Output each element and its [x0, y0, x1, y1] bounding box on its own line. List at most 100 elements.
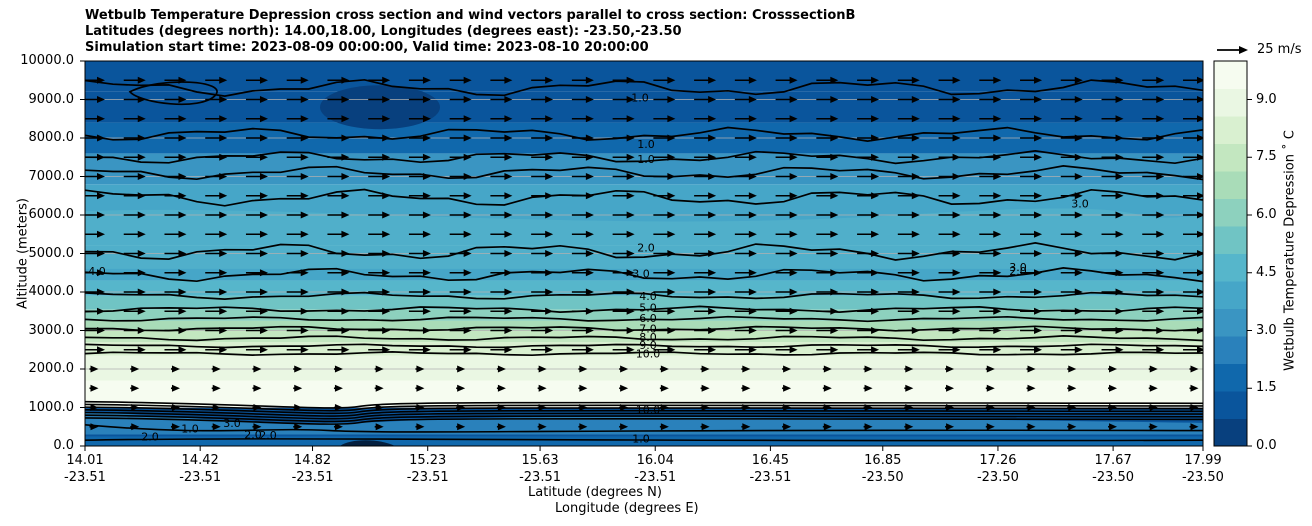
wind-vector-head: [626, 211, 635, 219]
wind-vector-head: [178, 250, 187, 257]
wind-vector-head: [864, 384, 873, 392]
wind-vector: [979, 230, 1002, 238]
wind-vector: [531, 211, 554, 219]
wind-vector: [857, 269, 880, 277]
wind-vector-head: [993, 173, 1002, 180]
wind-vector: [619, 365, 629, 373]
wind-vector-head: [708, 134, 717, 142]
x-tick-latitude: 17.26: [979, 453, 1017, 468]
wind-vector-head: [422, 288, 431, 296]
wind-vector: [449, 288, 472, 296]
wind-vector: [205, 173, 228, 180]
wind-vector: [164, 288, 187, 296]
wind-vector: [612, 192, 635, 200]
wind-vector: [164, 134, 187, 142]
contour-line: [85, 126, 1203, 142]
y-axis-label: Altitude (meters): [15, 198, 31, 309]
wind-vector-head: [789, 269, 798, 277]
wind-vector: [897, 173, 920, 180]
wind-vector-head: [1074, 269, 1083, 277]
wind-vector: [415, 404, 425, 411]
wind-vector-head: [1034, 230, 1043, 238]
wind-vector: [531, 250, 554, 257]
wind-vector-head: [667, 211, 676, 219]
wind-vector-head: [911, 269, 920, 277]
contour-label: 7.0: [639, 323, 657, 336]
wind-vector-head: [620, 423, 629, 431]
wind-vector: [531, 173, 554, 180]
wind-vector: [612, 346, 635, 354]
wind-vector-head: [341, 76, 350, 84]
wind-vector-head: [382, 346, 391, 354]
wind-vector-head: [497, 365, 506, 373]
wind-vector-head: [1074, 173, 1083, 180]
colorbar-swatch: [1214, 171, 1247, 199]
x-tick-label: 17.99 -23.50: [1168, 452, 1238, 486]
wind-vector-head: [871, 269, 880, 277]
wind-vector: [612, 173, 635, 180]
wind-vector: [653, 96, 676, 103]
wind-vector: [775, 96, 798, 103]
x-tick-label: 16.45 -23.51: [735, 452, 805, 486]
wind-vector: [734, 269, 757, 277]
contour-label: 5.0: [639, 301, 657, 314]
wind-vector: [164, 115, 187, 123]
wind-vector: [694, 153, 717, 161]
wind-vector: [1067, 404, 1077, 411]
wind-vector: [123, 327, 146, 334]
wind-vector: [1183, 307, 1203, 315]
wind-vector: [123, 307, 146, 315]
wind-vector-head: [660, 404, 669, 411]
wind-vector-head: [504, 76, 513, 84]
wind-vector-head: [219, 250, 228, 257]
wind-vector: [775, 346, 798, 354]
wind-vector: [1060, 288, 1083, 296]
wind-vector-head: [212, 423, 221, 431]
wind-vector-head: [789, 250, 798, 257]
wind-vector: [659, 365, 669, 373]
wind-vector: [653, 134, 676, 142]
contour-band: [320, 85, 440, 130]
wind-vector-head: [504, 346, 513, 354]
wind-vector-head: [341, 250, 350, 257]
wind-vector-head: [504, 269, 513, 277]
x-tick-latitude: 15.63: [521, 453, 559, 468]
x-tick-latitude: 14.82: [293, 453, 332, 468]
wind-vector-head: [294, 404, 303, 411]
wind-vector: [85, 327, 105, 334]
wind-vector: [211, 423, 221, 431]
wind-vector: [85, 96, 105, 103]
wind-vector: [857, 230, 880, 238]
wind-vector-head: [946, 404, 955, 411]
wind-vector-head: [1027, 365, 1036, 373]
wind-vector: [571, 346, 594, 354]
wind-vector: [653, 230, 676, 238]
wind-vector-head: [171, 384, 180, 392]
wind-vector-head: [1074, 327, 1083, 334]
wind-vector-head: [1068, 423, 1077, 431]
wind-vector-head: [97, 288, 105, 296]
wind-vector-head: [830, 230, 839, 238]
wind-vector-head: [585, 346, 594, 354]
wind-vector-head: [259, 153, 268, 161]
wind-vector: [938, 211, 961, 219]
wind-vector-head: [579, 365, 588, 373]
wind-vector-head: [341, 134, 350, 142]
wind-vector: [1148, 404, 1158, 411]
wind-vector-head: [667, 250, 676, 257]
wind-vector-head: [259, 173, 268, 180]
wind-vector-head: [830, 96, 839, 103]
wind-vector: [123, 134, 146, 142]
wind-vector: [327, 96, 350, 103]
wind-vector: [286, 307, 309, 315]
wind-vector-head: [1149, 423, 1158, 431]
wind-vector: [449, 307, 472, 315]
colorbar-swatch: [1214, 308, 1247, 337]
wind-vector: [945, 365, 955, 373]
wind-vector-head: [178, 173, 187, 180]
wind-vector-head: [1074, 153, 1083, 161]
wind-vector: [170, 423, 180, 431]
wind-vector-head: [871, 115, 880, 123]
wind-vector: [1101, 288, 1124, 296]
